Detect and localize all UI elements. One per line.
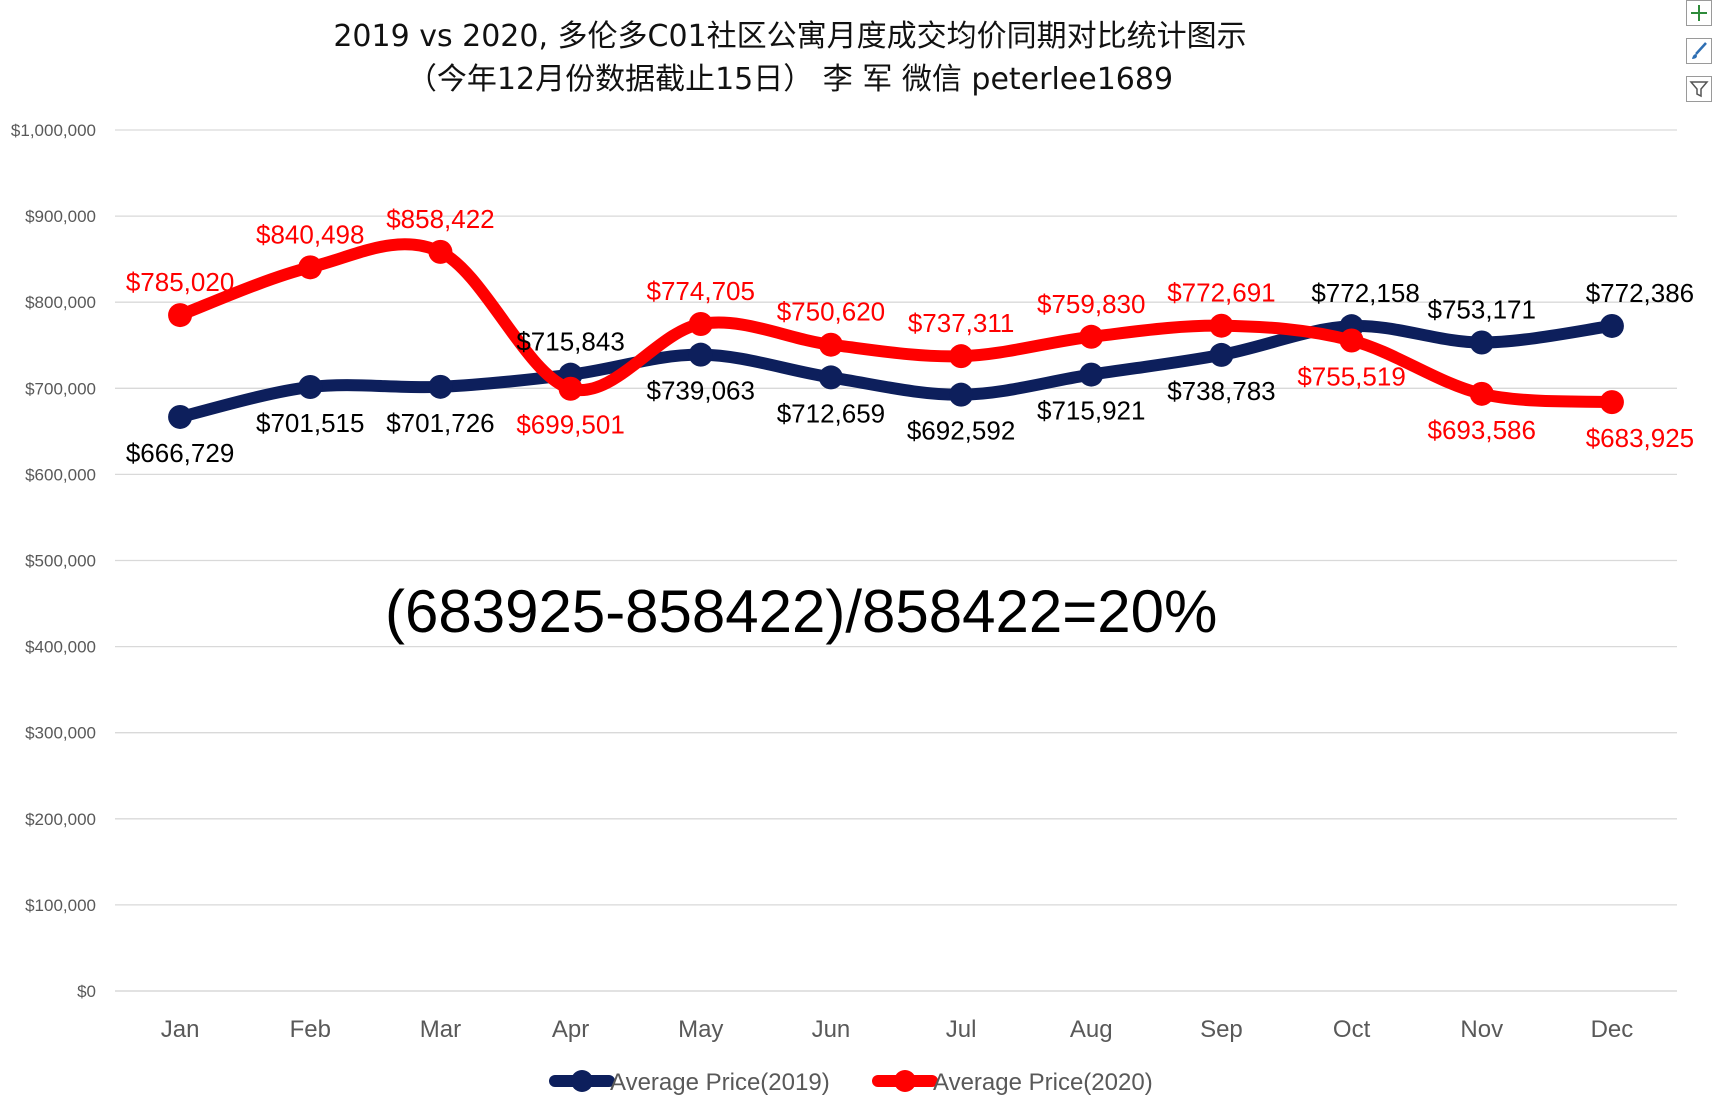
x-tick-label: Apr <box>552 1016 589 1043</box>
data-label-1: $739,063 <box>647 376 755 406</box>
change-annotation: (683925-858422)/858422=20% <box>385 578 1217 645</box>
data-point-1 <box>1469 330 1494 355</box>
data-point-2 <box>1079 324 1104 349</box>
data-point-2 <box>1599 390 1624 415</box>
data-label-1: $753,171 <box>1428 295 1536 325</box>
data-label-2: $699,501 <box>516 410 624 440</box>
data-label-1: $715,921 <box>1037 396 1145 426</box>
y-tick-label: $900,000 <box>25 207 96 226</box>
data-label-2: $858,422 <box>386 204 494 234</box>
data-label-1: $692,592 <box>907 416 1015 446</box>
y-tick-label: $1,000,000 <box>11 121 96 140</box>
legend-label-2: Average Price(2020) <box>933 1069 1153 1096</box>
y-axis-ticks: $0 $100,000 $200,000 $300,000 $400,000 $500,0… <box>11 121 96 1001</box>
data-point-1 <box>1209 342 1234 367</box>
x-tick-label: Jan <box>161 1016 200 1043</box>
y-tick-label: $100,000 <box>25 896 96 915</box>
chart-title: 2019 vs 2020, 多伦多C01社区公寓月度成交均价同期对比统计图示 <box>333 19 1246 54</box>
y-tick-label: $700,000 <box>25 379 96 398</box>
data-point-2 <box>1469 381 1494 406</box>
data-point-2 <box>818 332 843 357</box>
data-label-2: $772,691 <box>1167 278 1275 308</box>
y-tick-label: $200,000 <box>25 810 96 829</box>
chart-filters-button[interactable] <box>1686 76 1712 102</box>
data-label-2: $750,620 <box>777 297 885 327</box>
data-point-2 <box>168 303 193 328</box>
legend[interactable]: Average Price(2019) Average Price(2020) <box>549 1069 1153 1096</box>
data-point-1 <box>428 374 453 399</box>
x-tick-label: May <box>678 1016 723 1043</box>
legend-label-1: Average Price(2019) <box>610 1069 830 1096</box>
data-label-1: $666,729 <box>126 438 234 468</box>
x-tick-label: Aug <box>1070 1016 1113 1043</box>
y-tick-label: $600,000 <box>25 465 96 484</box>
data-point-1 <box>688 342 713 367</box>
data-point-1 <box>168 404 193 429</box>
plus-icon <box>1691 5 1707 21</box>
series-line-1 <box>174 319 1618 423</box>
data-label-2: $737,311 <box>908 308 1015 338</box>
data-label-1: $701,515 <box>256 408 364 438</box>
data-point-1 <box>1599 313 1624 338</box>
data-label-2: $774,705 <box>647 276 755 306</box>
x-tick-label: Jun <box>812 1016 851 1043</box>
data-point-2 <box>1339 328 1364 353</box>
y-tick-label: $300,000 <box>25 724 96 743</box>
x-tick-label: Dec <box>1591 1016 1634 1043</box>
x-tick-label: Nov <box>1460 1016 1503 1043</box>
data-label-1: $738,783 <box>1167 376 1275 406</box>
chart-subtitle: （今年12月份数据截止15日） 李 军 微信 peterlee1689 <box>407 62 1173 97</box>
data-point-2 <box>1209 313 1234 338</box>
data-label-2: $785,020 <box>126 267 234 297</box>
data-label-2: $759,830 <box>1037 289 1145 319</box>
data-labels: $666,729 $701,515 $701,726 $715,843 $739,063… <box>126 204 1694 468</box>
data-point-2 <box>298 255 323 280</box>
x-tick-label: Sep <box>1200 1016 1243 1043</box>
data-point-2 <box>558 376 583 401</box>
y-tick-label: $800,000 <box>25 293 96 312</box>
x-tick-label: Oct <box>1333 1016 1371 1043</box>
data-point-1 <box>298 374 323 399</box>
chart-styles-button[interactable] <box>1686 38 1712 64</box>
data-label-2: $693,586 <box>1428 415 1536 445</box>
chart-elements-button[interactable] <box>1686 0 1712 26</box>
data-label-1: $772,158 <box>1311 278 1419 308</box>
x-axis-ticks: Jan Feb Mar Apr May Jun Jul Aug Sep Oct Nov Dec <box>161 1016 1634 1043</box>
data-label-2: $755,519 <box>1297 361 1405 391</box>
x-tick-label: Feb <box>290 1016 331 1043</box>
x-tick-label: Mar <box>420 1016 461 1043</box>
data-point-1 <box>1079 362 1104 387</box>
brush-icon <box>1692 42 1707 59</box>
data-point-2 <box>688 311 713 336</box>
series-layer <box>168 238 1624 429</box>
data-label-1: $701,726 <box>386 408 494 438</box>
data-label-1: $772,386 <box>1586 278 1694 308</box>
data-label-2: $840,498 <box>256 219 364 249</box>
legend-marker-2 <box>894 1070 916 1092</box>
data-label-1: $715,843 <box>516 327 624 357</box>
data-label-1: $712,659 <box>777 398 885 428</box>
data-point-1 <box>949 382 974 407</box>
x-tick-label: Jul <box>946 1016 977 1043</box>
data-point-2 <box>949 344 974 369</box>
data-label-2: $683,925 <box>1586 423 1694 453</box>
y-tick-label: $0 <box>77 982 96 1001</box>
filter-icon <box>1689 81 1709 98</box>
data-point-2 <box>428 239 453 264</box>
y-tick-label: $400,000 <box>25 638 96 657</box>
y-tick-label: $500,000 <box>25 552 96 571</box>
legend-marker-1 <box>571 1070 593 1092</box>
data-point-1 <box>818 365 843 390</box>
